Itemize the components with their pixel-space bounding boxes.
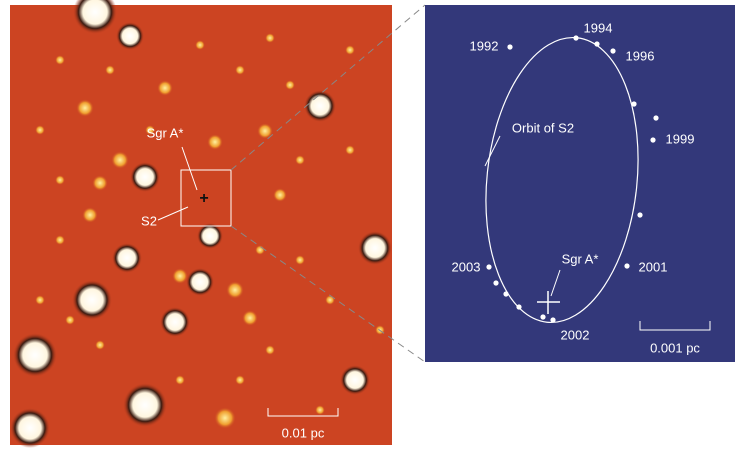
observation [516, 304, 521, 309]
star [345, 145, 355, 155]
year-label: 2002 [561, 327, 590, 342]
scale-bar-label: 0.01 pc [282, 425, 325, 440]
observation [594, 41, 599, 46]
year-label: 1994 [584, 20, 613, 35]
star [55, 175, 65, 185]
star [13, 333, 57, 377]
sgr-a-label: Sgr A* [562, 251, 599, 266]
star [358, 231, 392, 265]
star [195, 40, 205, 50]
observation [540, 314, 545, 319]
star [76, 99, 94, 117]
star [123, 383, 167, 427]
star [55, 55, 65, 65]
star [265, 33, 275, 43]
star [315, 405, 325, 415]
star [65, 315, 75, 325]
year-label: 1992 [470, 38, 499, 53]
figure: + Sgr A* S2 0.01 pc Orbit of S2 Sgr A* 0… [0, 0, 741, 449]
star [116, 22, 144, 50]
year-label: 2003 [452, 259, 481, 274]
observation [637, 212, 642, 217]
observation [507, 44, 512, 49]
star-field [10, 5, 392, 445]
year-label: 1996 [626, 48, 655, 63]
observation [653, 115, 658, 120]
year-label: 2001 [639, 259, 668, 274]
star [105, 65, 115, 75]
star [160, 307, 190, 337]
observation [503, 291, 508, 296]
s2-label: S2 [141, 213, 157, 228]
star [235, 375, 245, 385]
observation [493, 280, 498, 285]
star [226, 281, 244, 299]
observation [624, 263, 629, 268]
star [92, 175, 108, 191]
star [345, 45, 355, 55]
star [175, 375, 185, 385]
sgr-a-marker: + [199, 190, 208, 207]
observation [486, 264, 491, 269]
star [242, 310, 258, 326]
sgr-a-label: Sgr A* [147, 125, 184, 140]
scale-bar-label: 0.001 pc [650, 340, 700, 355]
star [35, 125, 45, 135]
star [295, 155, 305, 165]
star [157, 80, 173, 96]
star [207, 134, 223, 150]
star [35, 295, 45, 305]
star [325, 295, 335, 305]
star [112, 243, 142, 273]
star [172, 268, 188, 284]
observation [631, 101, 636, 106]
star [265, 345, 275, 355]
star [55, 235, 65, 245]
observation [610, 48, 615, 53]
star [186, 268, 214, 296]
observation [573, 35, 578, 40]
star [82, 207, 98, 223]
star [340, 365, 370, 395]
star [295, 255, 305, 265]
year-label: 1999 [666, 131, 695, 146]
star [235, 65, 245, 75]
star [10, 408, 50, 448]
star [285, 80, 295, 90]
observation [650, 137, 655, 142]
observation [550, 317, 555, 322]
star [304, 90, 336, 122]
star [273, 188, 287, 202]
star [214, 407, 236, 429]
orbit-panel [425, 5, 735, 362]
star [130, 162, 160, 192]
star [197, 223, 223, 249]
star [111, 151, 129, 169]
orbit-label: Orbit of S2 [512, 120, 574, 135]
star [255, 245, 265, 255]
star [95, 340, 105, 350]
star [72, 280, 112, 320]
